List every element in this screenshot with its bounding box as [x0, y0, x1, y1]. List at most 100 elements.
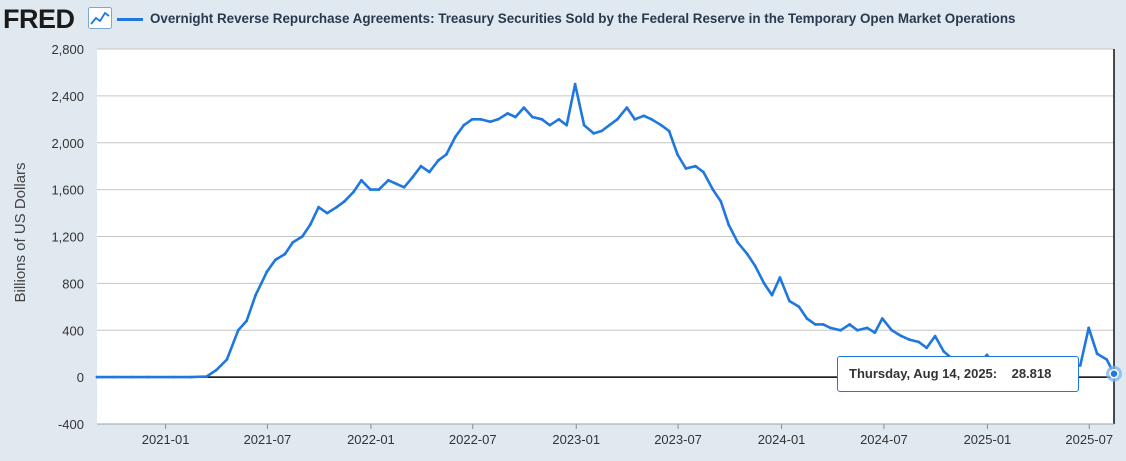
data-point — [899, 334, 903, 338]
data-point — [419, 164, 423, 168]
data-point — [112, 375, 116, 379]
data-point — [890, 328, 894, 332]
data-point — [865, 326, 869, 330]
data-point — [917, 340, 921, 344]
data-point — [470, 117, 474, 121]
data-point — [402, 185, 406, 189]
data-point — [462, 123, 466, 127]
data-point — [711, 188, 715, 192]
data-point — [805, 317, 809, 320]
data-point — [848, 322, 852, 326]
data-point — [933, 334, 937, 338]
data-point — [684, 167, 688, 170]
data-point — [352, 190, 355, 194]
data-point — [676, 153, 679, 156]
data-point — [506, 112, 510, 115]
data-point — [368, 188, 372, 192]
data-point — [745, 252, 749, 256]
data-point — [829, 326, 832, 330]
data-point — [880, 317, 884, 320]
data-point — [146, 375, 150, 379]
fred-logo[interactable]: FRED — [3, 4, 75, 34]
data-point — [453, 135, 457, 139]
data-point — [444, 153, 448, 156]
data-point — [788, 299, 791, 303]
y-tick-label: 2,800 — [51, 42, 84, 57]
data-point — [667, 129, 671, 133]
data-point — [719, 199, 723, 203]
data-point — [727, 223, 731, 227]
data-point — [1087, 326, 1091, 330]
data-point — [265, 270, 269, 274]
data-point — [592, 131, 596, 135]
data-point — [377, 188, 381, 192]
data-point — [335, 205, 339, 209]
data-point — [95, 375, 99, 379]
data-point — [300, 235, 304, 238]
data-point — [701, 170, 705, 174]
data-point — [548, 123, 552, 127]
data-point — [839, 328, 843, 332]
y-tick-label: 2,400 — [51, 89, 84, 104]
data-point — [608, 123, 611, 127]
data-point — [925, 346, 929, 350]
y-tick-label: 1,200 — [51, 230, 84, 245]
data-point — [642, 114, 646, 118]
data-point — [308, 223, 312, 227]
x-tick-label: 2024-01 — [758, 432, 806, 447]
data-point — [565, 123, 569, 127]
x-tick-label: 2021-07 — [244, 432, 292, 447]
data-point — [797, 305, 801, 309]
hover-marker — [1109, 368, 1119, 379]
data-point — [659, 123, 663, 127]
data-point — [573, 82, 577, 86]
data-point — [615, 117, 619, 121]
y-tick-label: 1,600 — [51, 183, 84, 198]
data-point — [985, 353, 989, 357]
data-point — [283, 252, 287, 256]
data-point — [907, 338, 911, 342]
data-point — [189, 375, 193, 379]
data-point — [856, 328, 859, 332]
legend-swatch — [117, 18, 143, 21]
x-tick-label: 2023-01 — [552, 432, 600, 447]
data-point — [437, 158, 440, 162]
data-point — [172, 375, 175, 379]
data-point — [582, 123, 586, 127]
data-point — [245, 319, 249, 323]
x-tick-label: 2021-01 — [142, 432, 190, 447]
tooltip-value: 28.818 — [1011, 366, 1052, 381]
data-point — [514, 115, 517, 119]
data-point — [821, 322, 825, 326]
y-axis-label: Billions of US Dollars — [12, 162, 29, 302]
data-point — [205, 375, 209, 378]
data-point — [942, 349, 945, 353]
y-tick-label: 400 — [62, 323, 84, 338]
data-point — [1095, 352, 1099, 356]
data-point — [1078, 364, 1082, 367]
data-point — [259, 281, 263, 285]
data-point — [770, 293, 774, 297]
y-tick-label: 0 — [77, 370, 84, 385]
data-point — [736, 240, 740, 244]
data-point — [540, 117, 544, 121]
data-point — [813, 322, 817, 326]
data-point — [522, 106, 526, 109]
value-tooltip: Thursday, Aug 14, 2025: 28.818 — [837, 356, 1079, 392]
data-point — [273, 258, 277, 262]
x-tick-label: 2022-07 — [449, 432, 497, 447]
data-point — [778, 276, 782, 279]
data-point — [317, 205, 321, 209]
x-tick-label: 2025-01 — [964, 432, 1012, 447]
tooltip-date: Thursday, Aug 14, 2025: — [849, 366, 998, 381]
data-point — [225, 358, 229, 361]
y-tick-label: -400 — [58, 417, 84, 432]
data-point — [479, 117, 483, 121]
y-tick-label: 800 — [62, 276, 84, 291]
chart-header: FRED Overnight Reverse Repurchase Agreem… — [0, 0, 1126, 38]
line-graph-icon — [88, 7, 112, 29]
data-point — [428, 170, 431, 174]
data-point — [394, 182, 398, 186]
x-tick-label: 2025-07 — [1065, 432, 1113, 447]
data-point — [214, 368, 218, 372]
